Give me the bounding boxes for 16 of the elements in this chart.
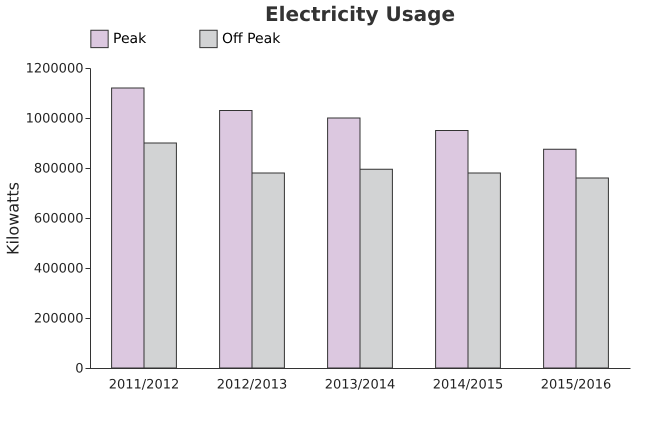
chart-title: Electricity Usage [264,2,456,26]
legend-label: Peak [113,30,148,47]
y-tick-label: 600000 [34,212,84,226]
y-tick-label: 1000000 [26,112,84,126]
y-axis-title: Kilowatts [4,182,23,255]
x-tick-label: 2015/2016 [540,378,612,392]
y-tick-label: 0 [75,362,84,376]
x-tick-label: 2012/2013 [216,378,288,392]
x-tick-label: 2013/2014 [324,378,396,392]
y-tick-label: 400000 [34,262,84,276]
x-tick-label: 2011/2012 [108,378,180,392]
x-tick-label: 2014/2015 [432,378,504,392]
y-tick-label: 1200000 [26,62,84,76]
y-tick-label: 200000 [34,312,84,326]
y-tick-label: 800000 [34,162,84,176]
legend-label: Off Peak [222,30,282,47]
